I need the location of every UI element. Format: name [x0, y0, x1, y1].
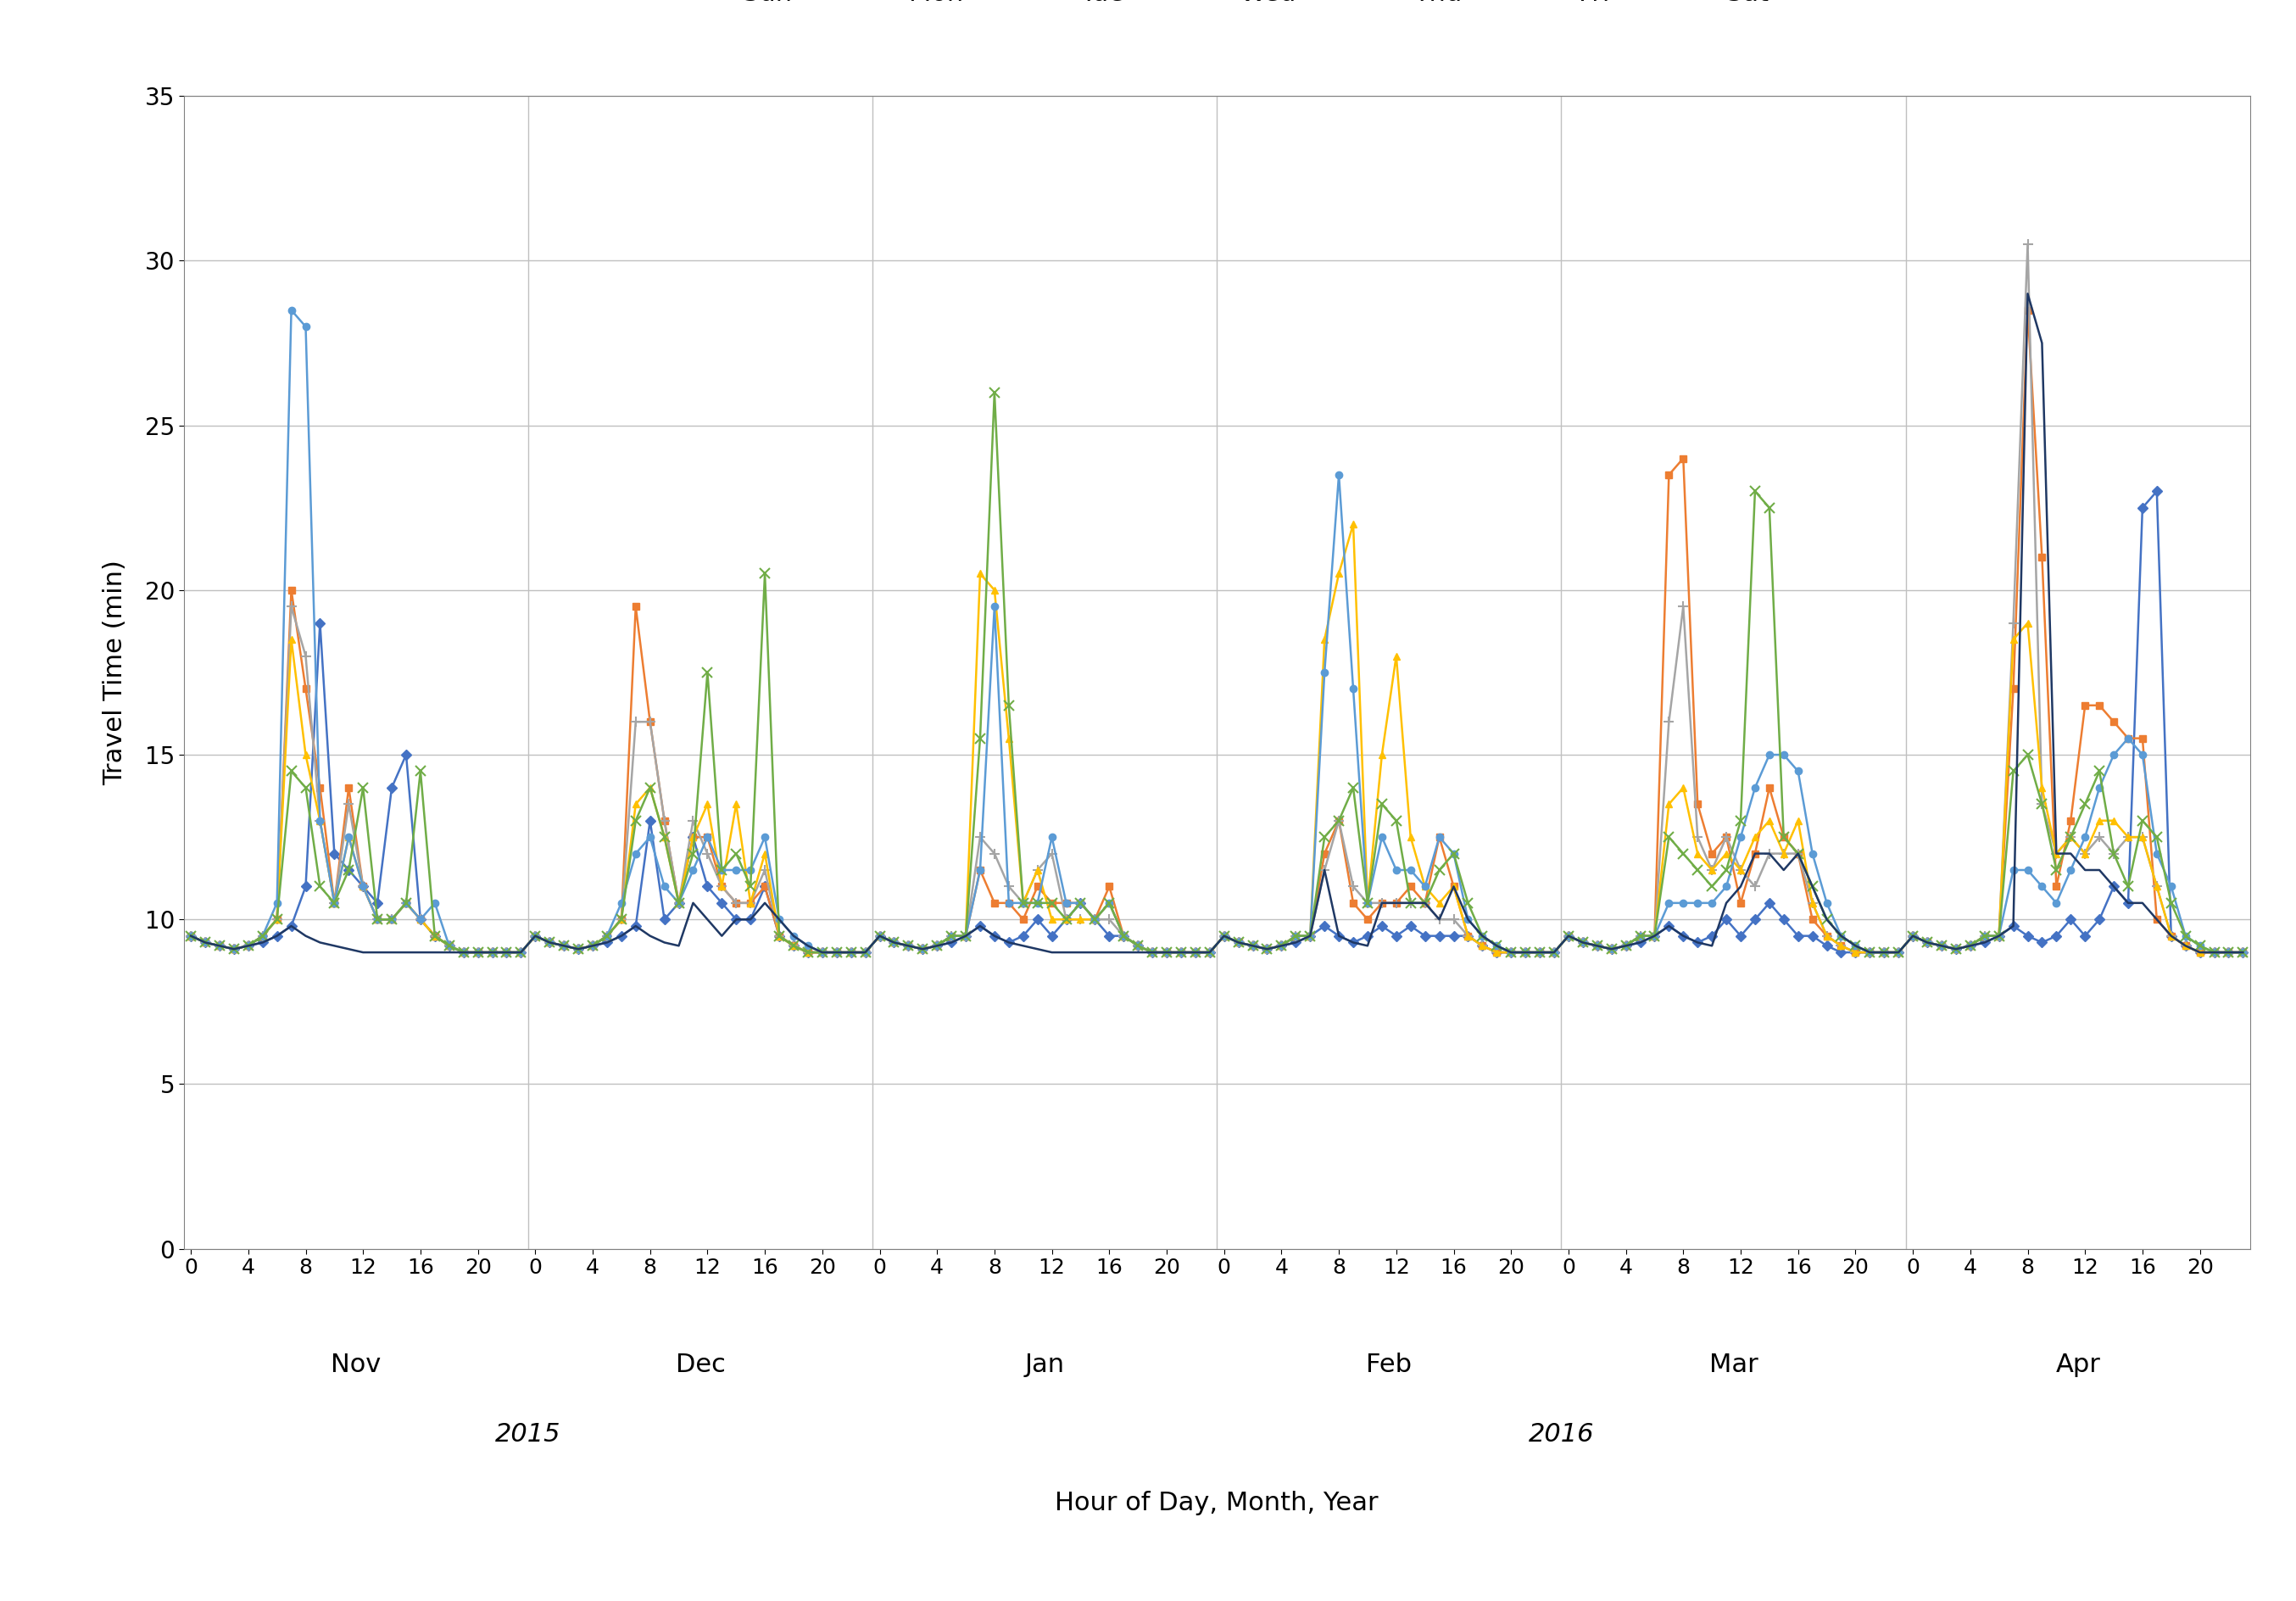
Text: Dec: Dec	[675, 1353, 726, 1377]
Text: 2016: 2016	[1529, 1422, 1593, 1446]
Legend: Sun, Mon, Tue, Wed, Thu, Fri, Sat: Sun, Mon, Tue, Wed, Thu, Fri, Sat	[654, 0, 1779, 16]
Text: Nov: Nov	[331, 1353, 381, 1377]
Text: Feb: Feb	[1366, 1353, 1412, 1377]
Text: Mar: Mar	[1708, 1353, 1759, 1377]
Text: Apr: Apr	[2055, 1353, 2101, 1377]
Text: Hour of Day, Month, Year: Hour of Day, Month, Year	[1056, 1491, 1378, 1516]
Text: Jan: Jan	[1024, 1353, 1065, 1377]
Text: 2015: 2015	[496, 1422, 560, 1446]
Y-axis label: Travel Time (min): Travel Time (min)	[103, 560, 126, 784]
